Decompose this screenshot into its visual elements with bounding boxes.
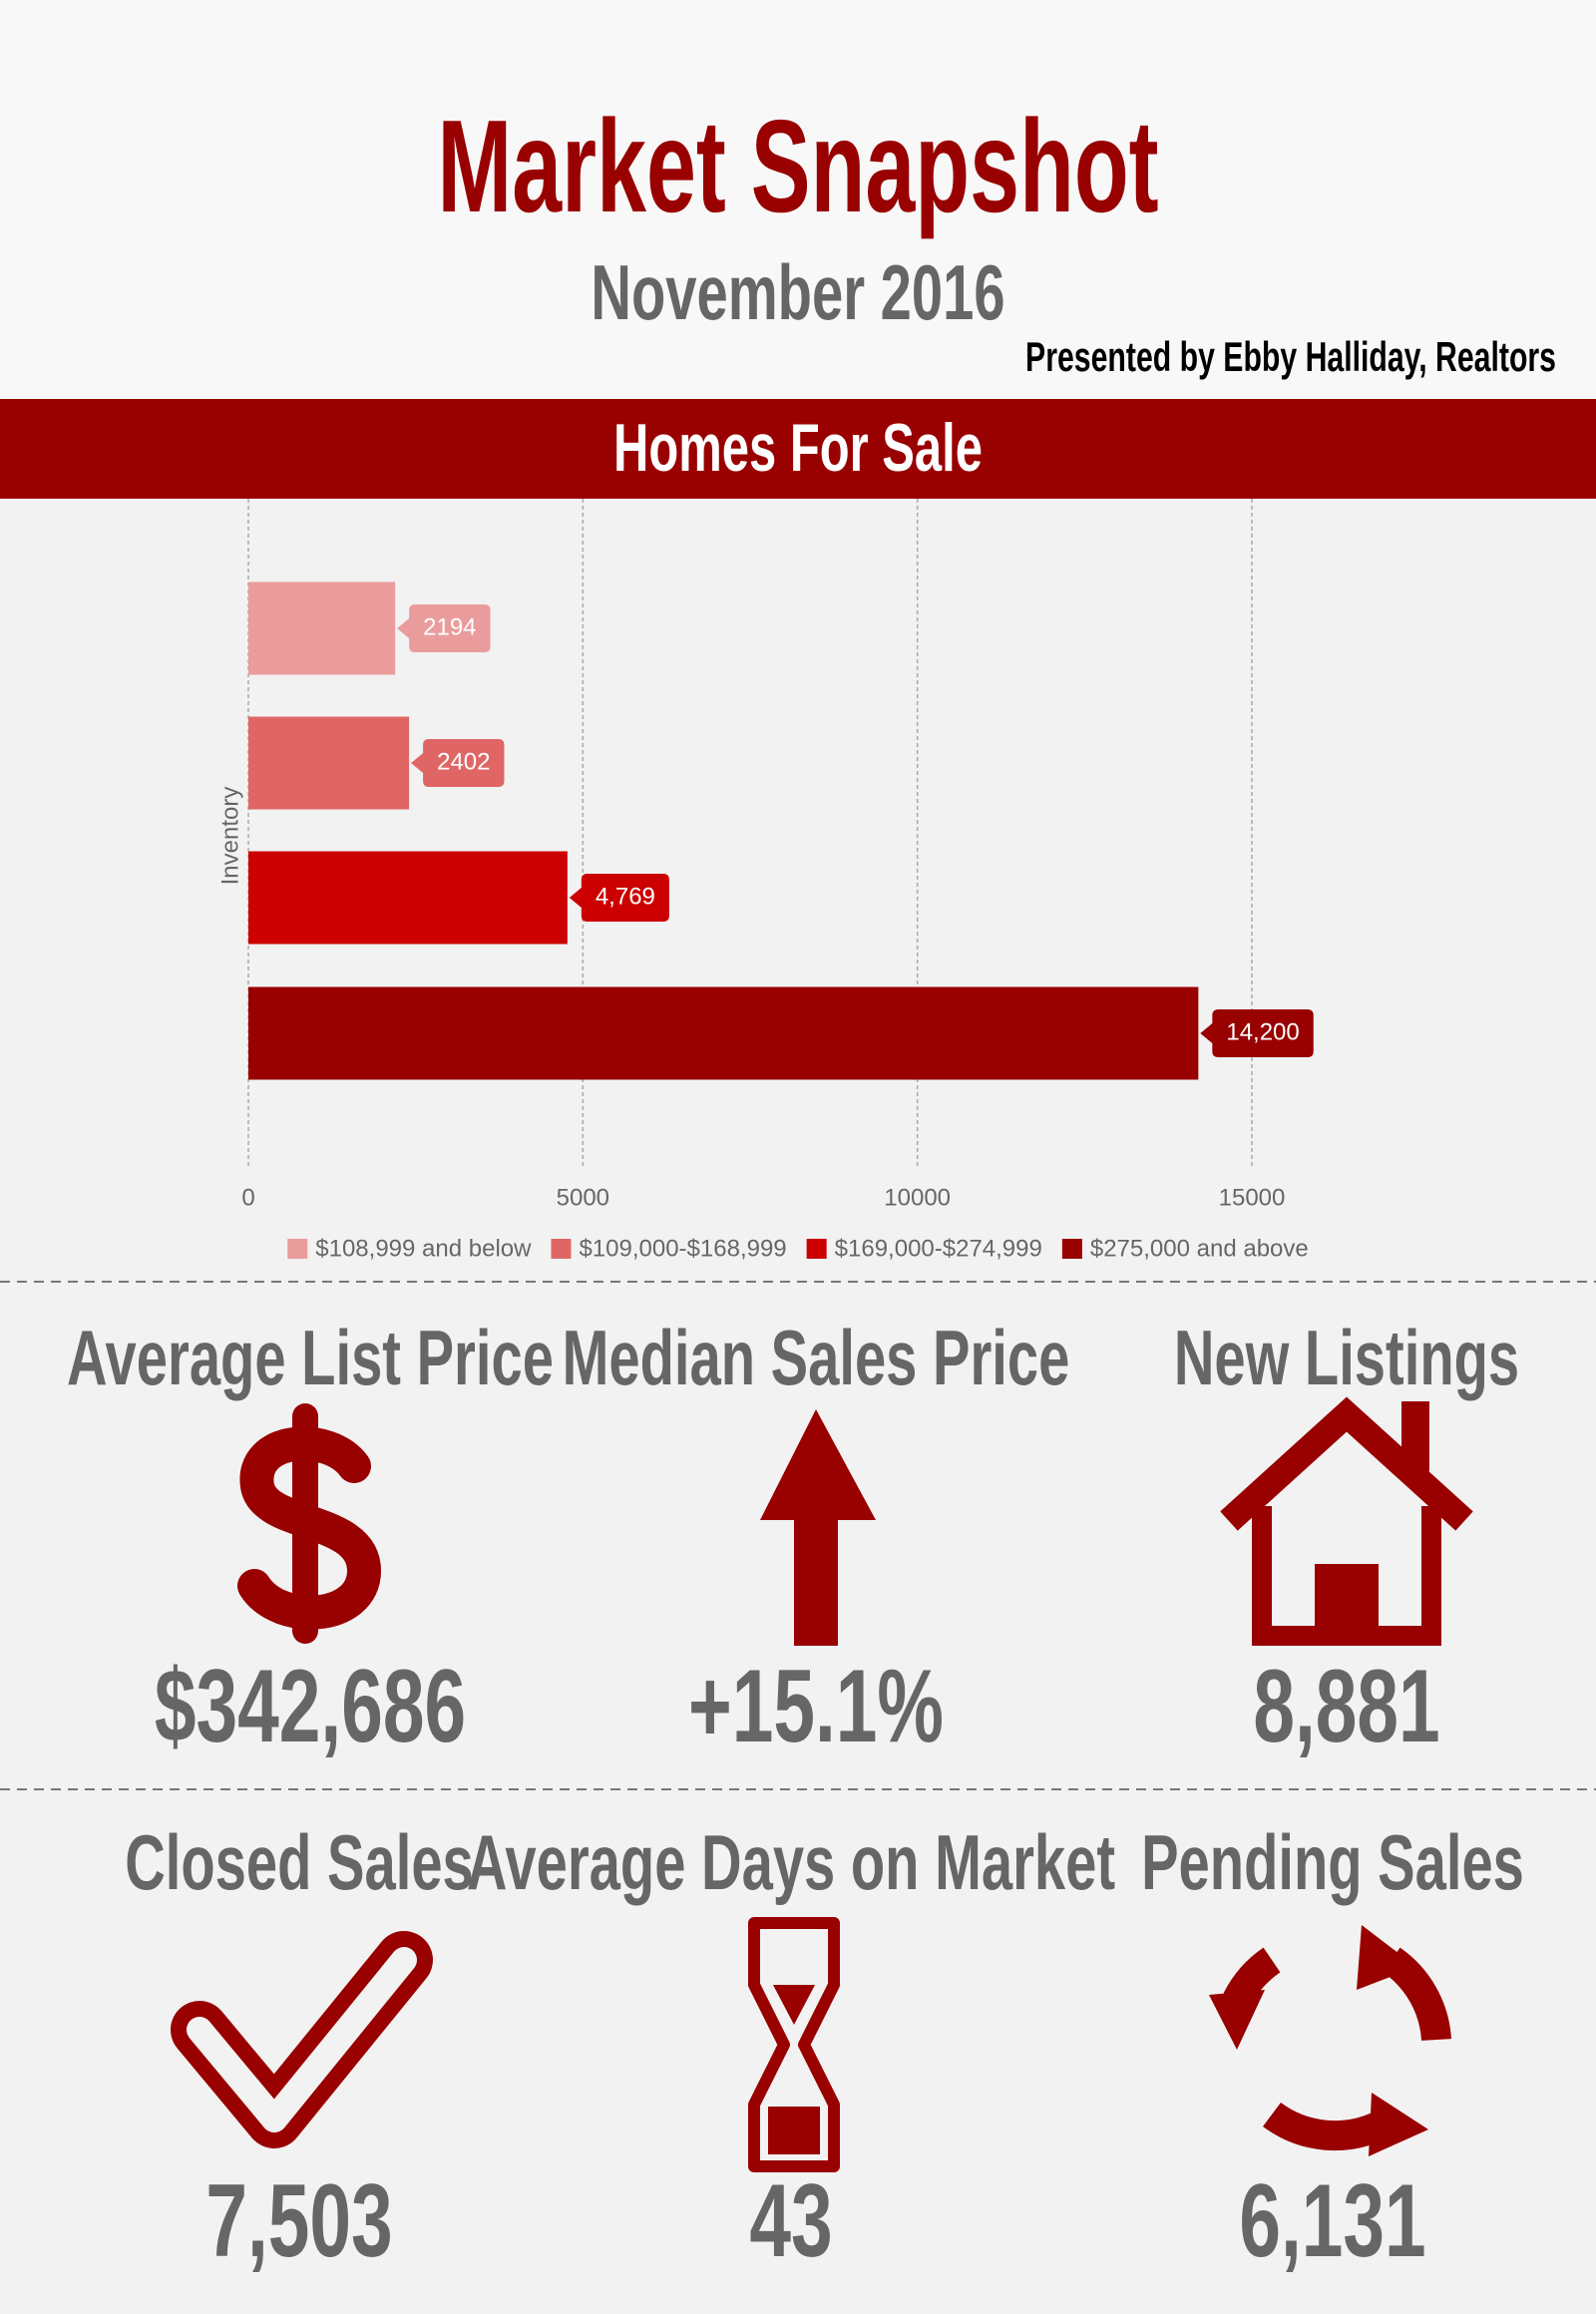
bar: [248, 986, 1199, 1080]
legend-label: $109,000-$168,999: [579, 1235, 786, 1262]
hourglass-icon: [748, 1917, 840, 2172]
bar-chart: 0 5000 10000 15000 2194 2402 4,769 14,200 $108,9…: [241, 499, 1314, 1262]
x-tick-label: 10000: [884, 1184, 951, 1211]
cycle-icon: [1209, 1925, 1451, 2156]
subtitle: November 2016: [591, 249, 1004, 336]
stat-title: New Listings: [1174, 1315, 1519, 1401]
x-tick-label: 5000: [557, 1184, 609, 1211]
stat-title: Average Days on Market: [467, 1819, 1115, 1906]
legend-label: $169,000-$274,999: [835, 1235, 1042, 1262]
bar: [248, 851, 568, 945]
value-label: 2402: [437, 748, 490, 775]
stat-value: 8,881: [1253, 1649, 1439, 1764]
legend-label: $108,999 and below: [315, 1235, 532, 1262]
value-label: 4,769: [596, 883, 655, 910]
x-tick-label: 0: [241, 1184, 254, 1211]
value-label-tag: [411, 739, 505, 787]
value-label: 14,200: [1226, 1018, 1299, 1045]
bar: [248, 581, 396, 675]
stat-title: Average List Price: [67, 1315, 554, 1401]
stat-title: Pending Sales: [1141, 1819, 1524, 1906]
check-icon: [171, 1931, 433, 2148]
legend-swatch: [1061, 1239, 1082, 1259]
y-axis-label: Inventory: [216, 787, 243, 886]
value-label-tag: [569, 874, 669, 922]
legend-swatch: [287, 1239, 308, 1259]
x-tick-label: 15000: [1219, 1184, 1286, 1211]
stat-title: Closed Sales: [125, 1819, 474, 1906]
presenter: Presented by Ebby Halliday, Realtors: [1025, 333, 1556, 380]
stat-title: Median Sales Price: [563, 1315, 1070, 1401]
stat-value: 6,131: [1239, 2163, 1425, 2279]
stat-value: 7,503: [205, 2163, 392, 2279]
section-title: Homes For Sale: [613, 409, 983, 486]
stat-value: 43: [749, 2163, 832, 2279]
value-label-tag: [1200, 1009, 1314, 1057]
stat-value: $342,686: [155, 1649, 466, 1764]
header-background: [0, 0, 1596, 399]
up-arrow-icon: [760, 1409, 876, 1646]
stat-value: +15.1%: [688, 1649, 944, 1764]
legend-swatch: [806, 1239, 827, 1259]
dollar-icon: [237, 1403, 382, 1644]
value-label-tag: [397, 604, 491, 652]
title: Market Snapshot: [437, 93, 1158, 239]
legend-label: $275,000 and above: [1090, 1235, 1309, 1262]
house-icon: [1220, 1396, 1473, 1646]
legend-swatch: [551, 1239, 572, 1259]
section-banner: [0, 399, 1596, 499]
bar: [248, 716, 410, 810]
stats: Average List Price $342,686 Median Sales P…: [67, 1315, 1524, 2279]
value-label: 2194: [423, 613, 476, 640]
